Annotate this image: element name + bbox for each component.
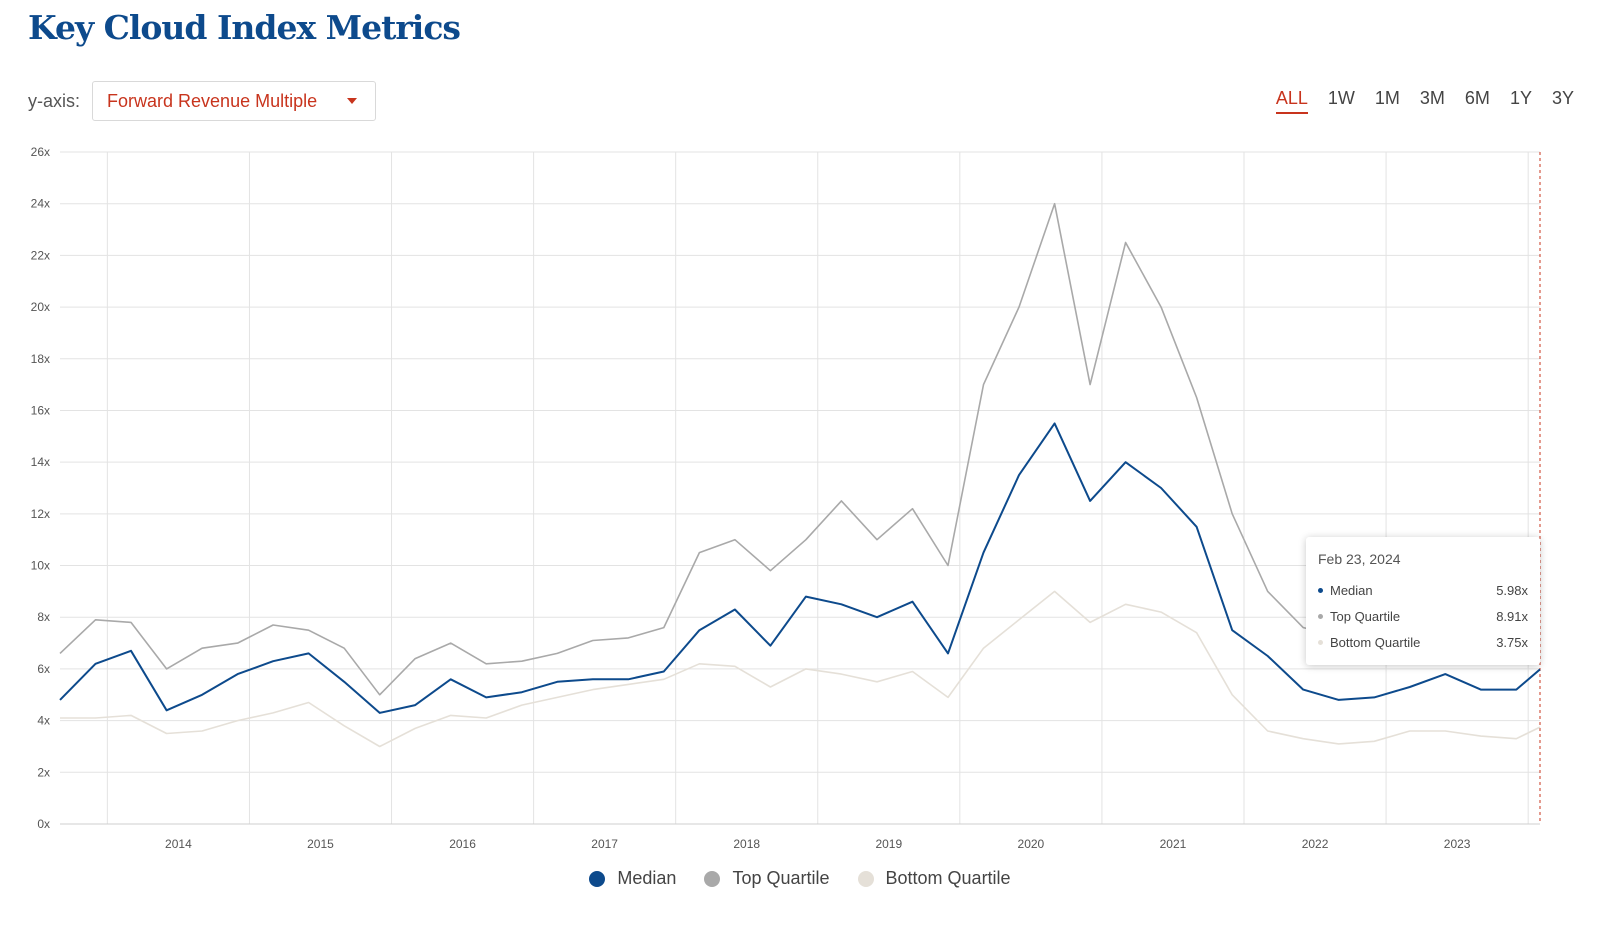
hover-tooltip: Feb 23, 2024 Median 5.98x Top Quartile 8… [1306, 537, 1540, 665]
range-3y-button[interactable]: 3Y [1551, 88, 1574, 108]
y-tick-label: 8x [37, 610, 50, 624]
x-tick-label: 2014 [165, 837, 192, 851]
legend-label: Top Quartile [732, 868, 830, 888]
legend-item-median[interactable]: Median [589, 868, 676, 889]
range-3m-button[interactable]: 3M [1419, 88, 1445, 108]
x-tick-label: 2018 [733, 837, 760, 851]
tooltip-date: Feb 23, 2024 [1318, 551, 1401, 567]
x-tick-label: 2015 [307, 837, 334, 851]
x-tick-label: 2022 [1302, 837, 1329, 851]
top-quartile-legend-dot-icon [704, 870, 721, 887]
yaxis-metric-dropdown[interactable]: Forward Revenue Multiple [92, 81, 377, 121]
tooltip-row-top-quartile: Top Quartile 8.91x [1318, 603, 1528, 629]
y-tick-label: 18x [31, 352, 50, 366]
y-tick-label: 26x [31, 145, 50, 159]
bottom-quartile-legend-dot-icon [857, 870, 874, 887]
y-tick-label: 4x [37, 714, 50, 728]
tooltip-series-value: 8.91x [1496, 608, 1528, 624]
y-tick-label: 2x [37, 765, 50, 779]
y-tick-label: 16x [31, 403, 50, 417]
range-all-button[interactable]: ALL [1275, 88, 1308, 114]
page-title: Key Cloud Index Metrics [28, 8, 461, 47]
x-tick-label: 2021 [1160, 837, 1187, 851]
chart-legend: Median Top Quartile Bottom Quartile [0, 868, 1600, 889]
x-tick-label: 2016 [449, 837, 476, 851]
tooltip-series-value: 5.98x [1496, 582, 1528, 598]
caret-down-icon [347, 98, 358, 104]
tooltip-row-bottom-quartile: Bottom Quartile 3.75x [1318, 629, 1528, 655]
yaxis-control: y-axis: Forward Revenue Multiple [28, 80, 377, 122]
range-6m-button[interactable]: 6M [1464, 88, 1490, 108]
tooltip-series-name: Bottom Quartile [1330, 634, 1421, 650]
x-tick-label: 2020 [1018, 837, 1045, 851]
y-tick-label: 12x [31, 507, 50, 521]
legend-item-bottom-quartile[interactable]: Bottom Quartile [857, 868, 1011, 889]
median-dot-icon [1318, 587, 1323, 593]
top-quartile-dot-icon [1318, 613, 1323, 619]
range-1w-button[interactable]: 1W [1327, 88, 1355, 108]
x-tick-label: 2023 [1444, 837, 1471, 851]
tooltip-series-name: Top Quartile [1330, 608, 1401, 624]
tooltip-series-name: Median [1330, 582, 1373, 598]
tooltip-series-value: 3.75x [1496, 634, 1528, 650]
series-line-top-quartile [59, 202, 1541, 696]
y-tick-label: 10x [31, 559, 50, 573]
x-tick-label: 2017 [591, 837, 618, 851]
line-chart[interactable]: 0x 2x 4x 6x 8x 10x 12x 14x 16x 18x 20x 22x 24x 26x 201… [0, 140, 1600, 860]
tooltip-row-median: Median 5.98x [1318, 577, 1528, 603]
y-tick-label: 20x [31, 300, 50, 314]
legend-label: Bottom Quartile [885, 868, 1011, 888]
legend-label: Median [617, 868, 677, 888]
x-tick-label: 2019 [875, 837, 902, 851]
y-tick-label: 22x [31, 248, 50, 262]
y-tick-label: 24x [31, 197, 50, 211]
series-line-bottom-quartile [60, 590, 1541, 748]
y-tick-label: 14x [31, 455, 50, 469]
yaxis-label: y-axis: [28, 90, 81, 111]
range-1y-button[interactable]: 1Y [1509, 88, 1532, 108]
y-tick-label: 6x [37, 662, 50, 676]
legend-item-top-quartile[interactable]: Top Quartile [704, 868, 830, 889]
range-1m-button[interactable]: 1M [1374, 88, 1400, 108]
time-range-selector: ALL 1W 1M 3M 6M 1Y 3Y [1256, 88, 1574, 114]
y-tick-label: 0x [37, 817, 50, 831]
yaxis-metric-value: Forward Revenue Multiple [107, 90, 318, 111]
series-line-median [59, 422, 1541, 714]
bottom-quartile-dot-icon [1318, 639, 1323, 645]
median-legend-dot-icon [589, 870, 606, 887]
